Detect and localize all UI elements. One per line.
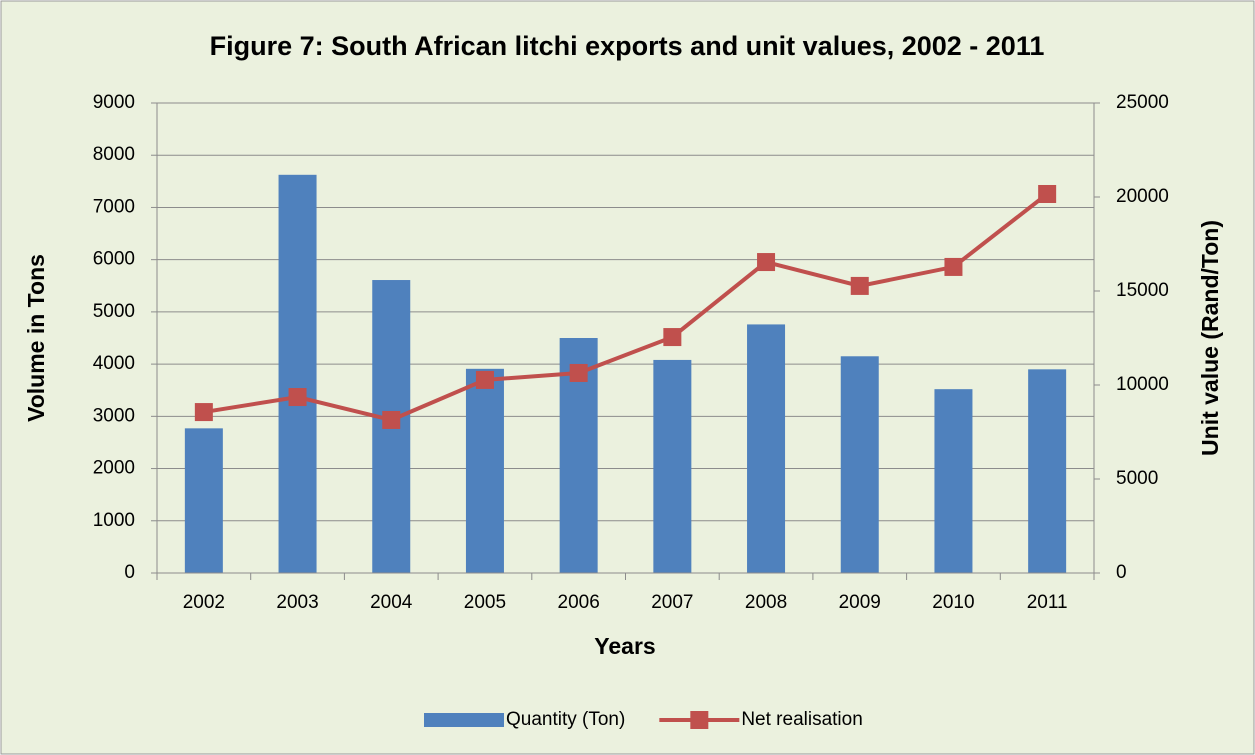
y2-tick-label: 15000 [1116, 280, 1169, 301]
y-tick-label: 4000 [93, 353, 135, 374]
x-tick-label: 2007 [651, 592, 693, 613]
x-tick-label: 2002 [183, 592, 225, 613]
bar [184, 428, 223, 573]
bar [653, 359, 692, 573]
legend-swatch [424, 713, 504, 727]
line-marker [382, 410, 401, 429]
chart-title: Figure 7: South African litchi exports a… [210, 31, 1045, 61]
bar [840, 356, 879, 573]
line-marker [1038, 184, 1057, 203]
x-tick-label: 2010 [932, 592, 974, 613]
y-tick-label: 3000 [93, 405, 135, 426]
y-tick-label: 0 [124, 562, 135, 583]
y2-tick-label: 10000 [1116, 374, 1169, 395]
x-tick-label: 2009 [839, 592, 881, 613]
line-marker [288, 388, 307, 407]
bar [465, 368, 504, 573]
y-tick-label: 2000 [93, 458, 135, 479]
line-marker [757, 253, 776, 272]
y-tick-label: 8000 [93, 144, 135, 165]
bar [1028, 369, 1067, 573]
bar [747, 324, 786, 573]
legend-label: Quantity (Ton) [506, 709, 625, 730]
y-tick-label: 9000 [93, 92, 135, 113]
x-tick-label: 2008 [745, 592, 787, 613]
x-tick-label: 2011 [1027, 592, 1068, 613]
y2-axis-title: Unit value (Rand/Ton) [1197, 220, 1223, 456]
y2-tick-label: 25000 [1116, 92, 1169, 113]
x-axis-title: Years [594, 633, 655, 659]
bar [934, 389, 973, 573]
y-tick-label: 6000 [93, 249, 135, 270]
bar [278, 174, 317, 574]
line-marker [569, 363, 588, 382]
line-marker [475, 370, 494, 389]
y-tick-label: 7000 [93, 196, 135, 217]
y-axis-title: Volume in Tons [23, 254, 49, 422]
y2-tick-label: 5000 [1116, 468, 1158, 489]
y2-tick-label: 0 [1116, 562, 1127, 583]
x-tick-label: 2005 [464, 592, 506, 613]
line-marker [194, 403, 213, 422]
line-marker [944, 257, 963, 276]
line [203, 192, 1049, 423]
y2-tick-label: 20000 [1116, 186, 1169, 207]
x-tick-label: 2003 [276, 592, 318, 613]
legend-label: Net realisation [741, 709, 862, 730]
y-tick-label: 5000 [93, 301, 135, 322]
y-tick-label: 1000 [93, 510, 135, 531]
x-tick-label: 2006 [558, 592, 600, 613]
line-marker [850, 276, 869, 295]
line-marker [663, 328, 682, 347]
x-tick-label: 2004 [370, 592, 413, 613]
legend-marker [690, 711, 709, 729]
